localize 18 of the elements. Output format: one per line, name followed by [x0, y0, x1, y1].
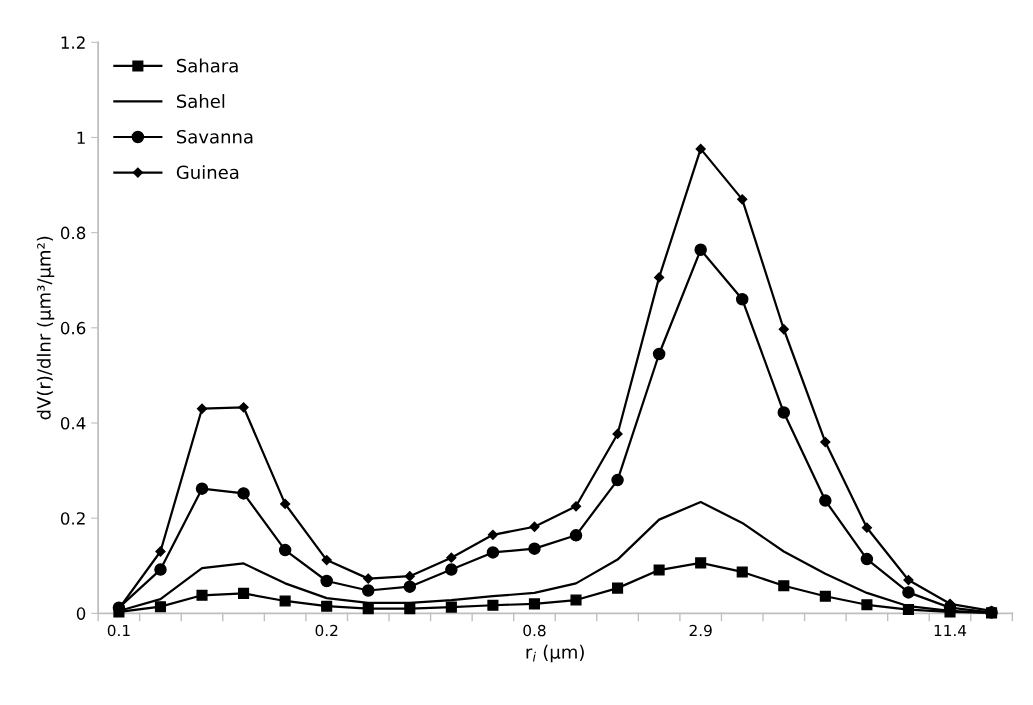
y-tick-label: 0.2 [60, 512, 85, 525]
y-tick-label: 0 [76, 607, 86, 620]
x-axis-title: r$_{i}$ (µm) [526, 644, 584, 663]
y-tick-label: 0.4 [60, 416, 86, 430]
x-tick-label: 0.1 [107, 624, 130, 637]
legend-label: Sahel [176, 94, 225, 109]
x-tick-label: 0.8 [523, 624, 546, 637]
y-tick-label: 1.2 [61, 36, 85, 49]
x-tick-label: 2.9 [689, 624, 712, 637]
legend-label: Sahara [176, 58, 238, 73]
legend-label: Savanna [176, 129, 253, 144]
y-tick-label: 0.8 [60, 226, 86, 240]
y-axis-title: dV(r)/dlnr (µm³/µm²) [36, 236, 55, 420]
x-tick-label: 11.4 [934, 624, 967, 637]
legend-label: Guinea [176, 165, 239, 180]
x-tick-label: 0.2 [315, 624, 338, 637]
y-tick-label: 0.6 [60, 321, 86, 335]
y-tick-label: 1 [77, 131, 85, 144]
